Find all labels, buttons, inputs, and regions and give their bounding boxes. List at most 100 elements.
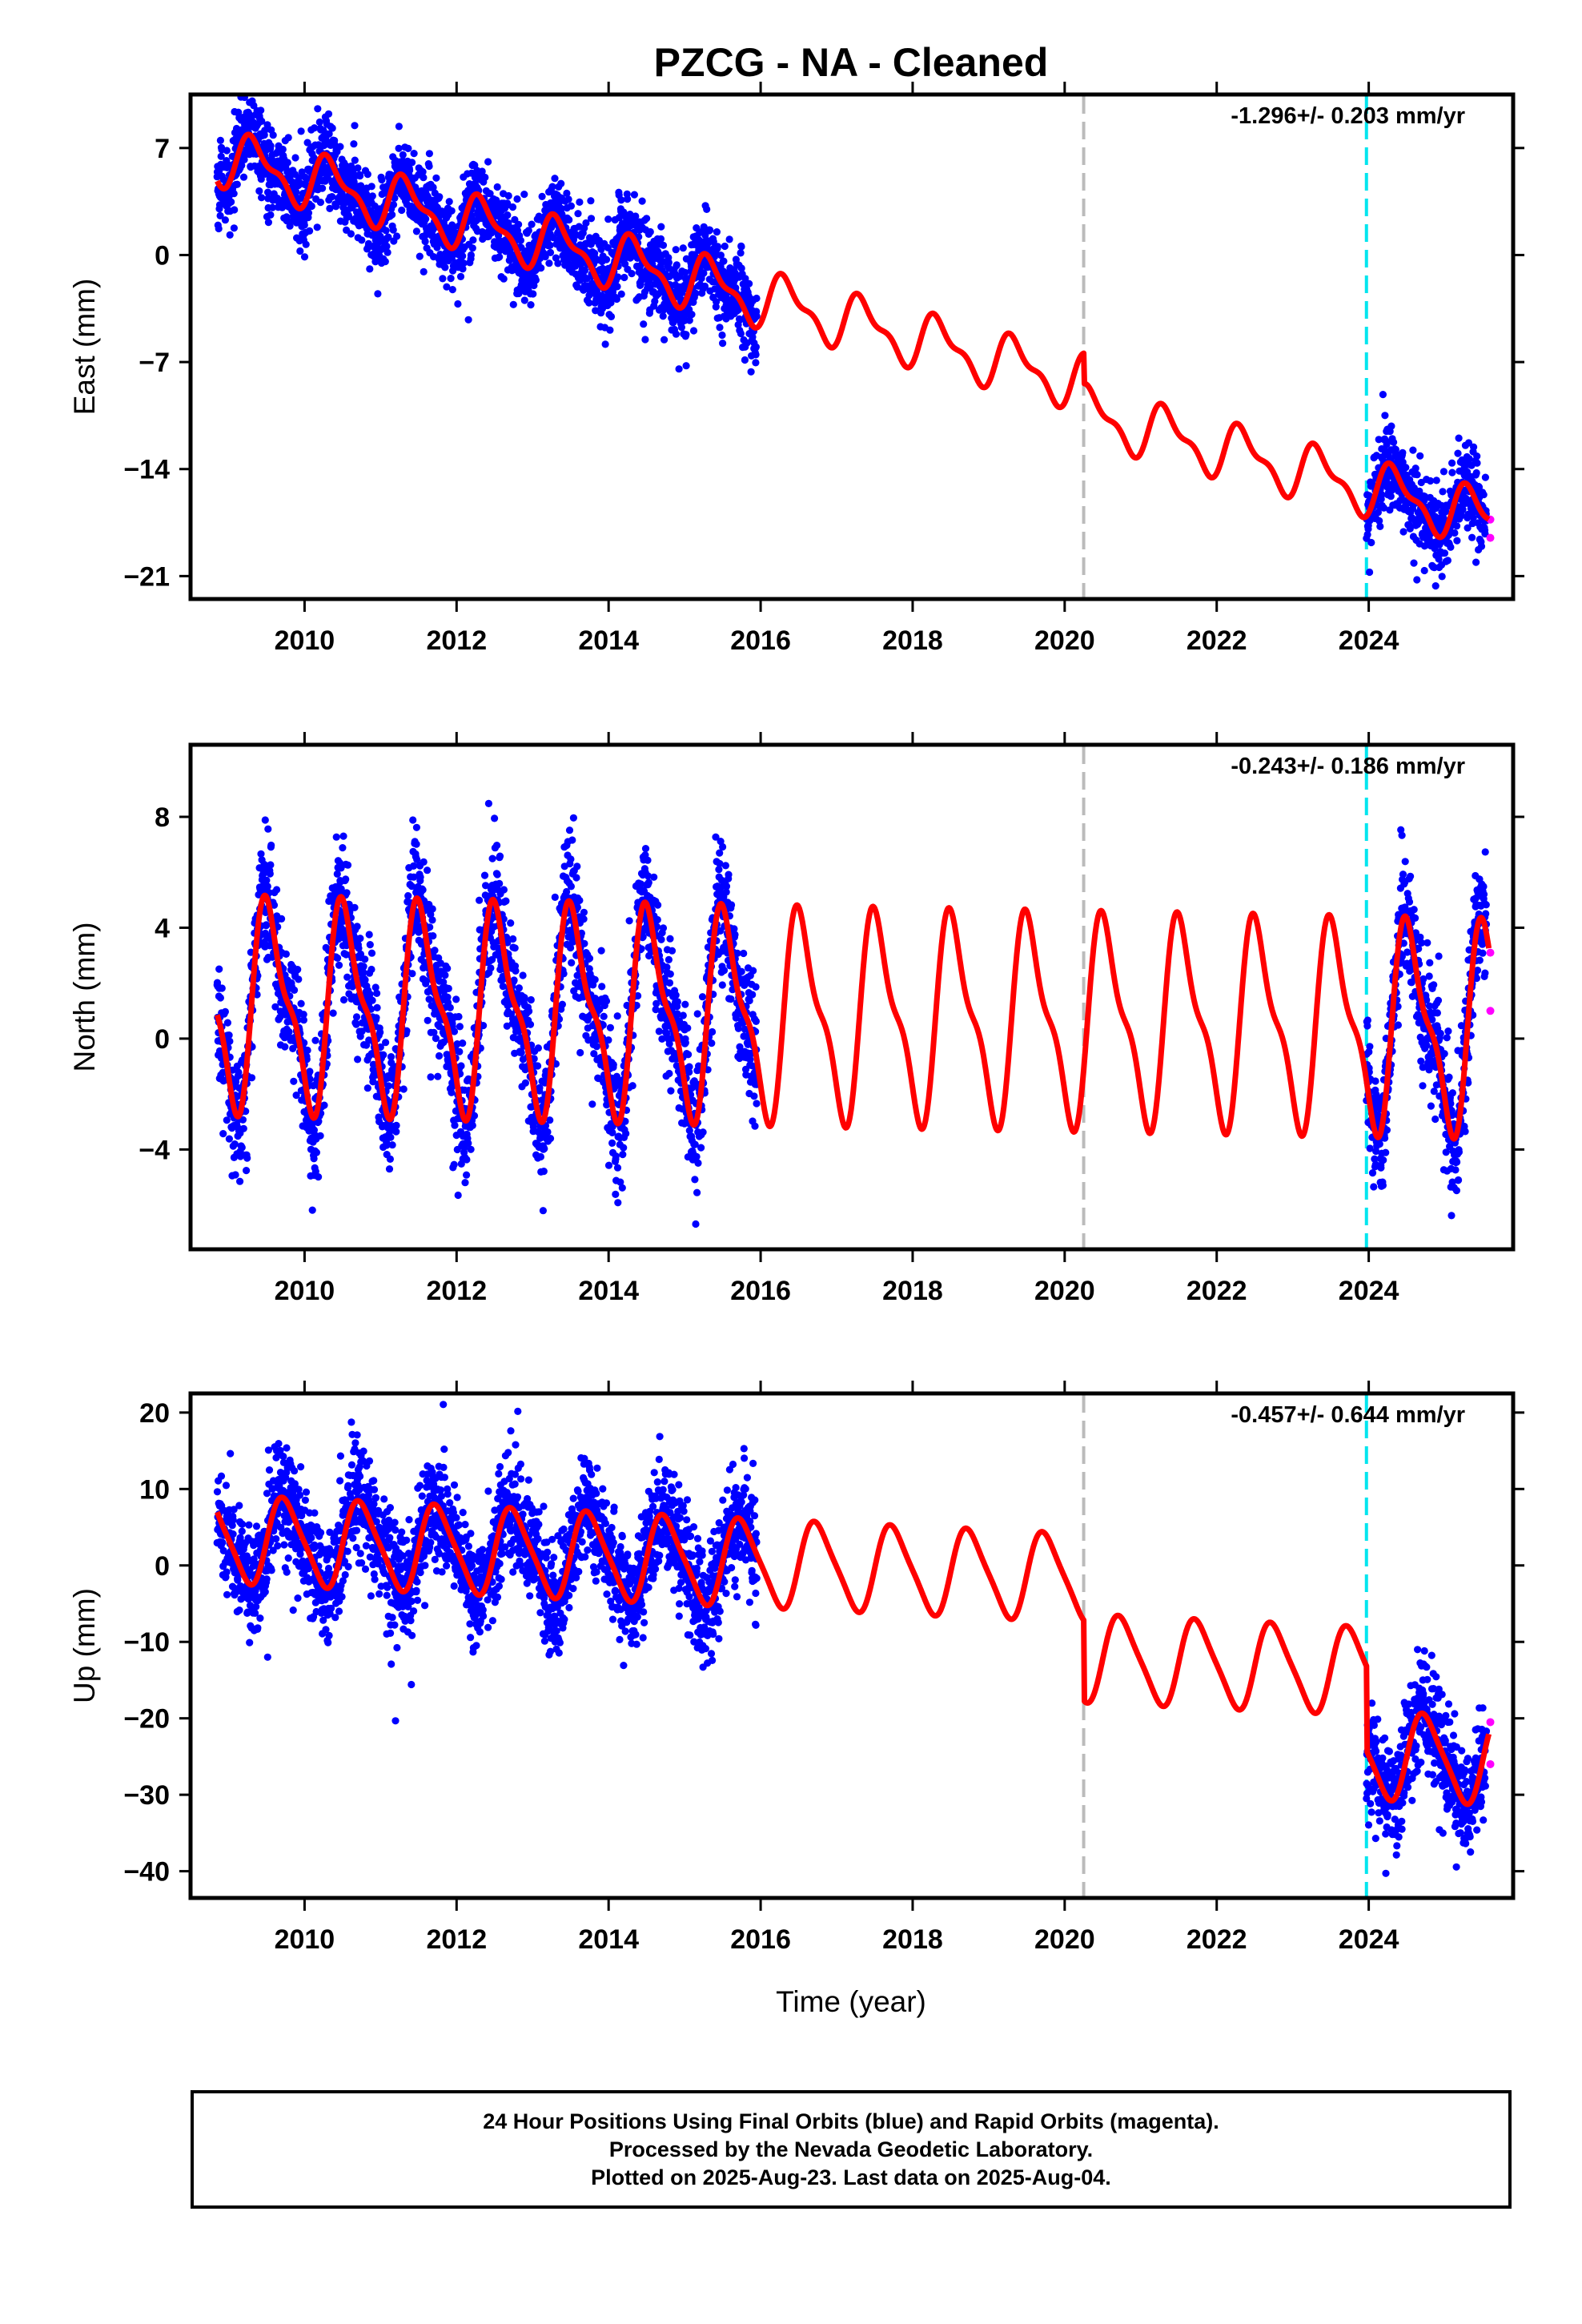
data-point — [1409, 446, 1417, 454]
data-point — [504, 211, 512, 219]
data-point — [719, 340, 727, 348]
data-point — [436, 251, 444, 259]
data-point — [448, 286, 456, 294]
data-point — [297, 127, 305, 135]
data-point — [278, 915, 286, 923]
data-point — [261, 127, 269, 135]
data-point — [461, 1179, 469, 1187]
data-point — [568, 959, 576, 967]
data-point — [1416, 452, 1424, 460]
data-point — [409, 816, 417, 824]
figure-title: PZCG - NA - Cleaned — [654, 40, 1049, 85]
data-point — [567, 855, 575, 863]
data-point — [376, 1028, 384, 1036]
data-point — [745, 279, 753, 287]
data-point — [400, 78, 407, 85]
data-point — [421, 237, 429, 246]
data-point — [608, 1139, 616, 1147]
data-point — [551, 893, 559, 901]
data-point — [264, 825, 272, 833]
y-tick-label: −14 — [123, 455, 170, 485]
data-point — [395, 123, 403, 131]
data-point — [536, 1152, 545, 1161]
data-point — [455, 1012, 463, 1021]
data-point — [282, 950, 290, 958]
data-point — [404, 892, 412, 900]
data-point — [324, 110, 333, 118]
data-point — [456, 272, 465, 280]
data-point — [492, 196, 500, 204]
data-point — [565, 826, 574, 834]
data-point — [267, 142, 275, 150]
data-point — [459, 1039, 467, 1047]
data-point — [231, 206, 239, 214]
data-point — [721, 242, 729, 251]
data-point — [657, 223, 665, 231]
data-point — [243, 1154, 251, 1162]
data-point — [1431, 582, 1439, 590]
data-point — [617, 290, 625, 298]
data-point — [614, 1199, 622, 1207]
data-point — [339, 832, 347, 840]
data-point — [325, 130, 333, 138]
data-point — [468, 244, 476, 252]
data-point — [223, 147, 231, 155]
data-point — [431, 947, 439, 955]
data-point — [720, 257, 728, 265]
data-point — [548, 183, 556, 191]
data-point — [303, 139, 311, 147]
data-point — [540, 1168, 548, 1176]
data-point — [1448, 468, 1456, 476]
data-point — [269, 131, 277, 139]
data-point — [408, 159, 416, 167]
data-point — [640, 320, 648, 328]
data-point — [1472, 558, 1480, 566]
data-point — [267, 211, 275, 219]
data-point — [239, 82, 246, 89]
data-point — [464, 316, 472, 324]
data-point — [286, 222, 294, 230]
data-point — [706, 226, 714, 234]
data-point — [368, 192, 376, 200]
x-tick-label: 2022 — [1186, 625, 1247, 656]
data-point — [509, 935, 517, 943]
data-point — [268, 203, 276, 211]
data-point — [387, 1133, 395, 1141]
data-point — [641, 336, 649, 344]
data-point — [235, 108, 243, 116]
data-point — [343, 889, 351, 897]
data-point — [217, 152, 225, 160]
data-point — [266, 870, 274, 878]
data-point — [688, 311, 696, 319]
data-point — [484, 158, 492, 166]
data-point — [504, 191, 512, 200]
data-point — [361, 955, 369, 963]
data-point — [539, 1207, 548, 1215]
data-point — [525, 1007, 533, 1015]
data-point — [291, 986, 299, 994]
data-point — [219, 1130, 227, 1138]
data-point — [604, 215, 612, 223]
data-point — [258, 194, 266, 202]
data-point — [1438, 573, 1446, 581]
data-point — [1399, 448, 1407, 456]
data-point — [1473, 452, 1481, 460]
data-point — [1453, 537, 1461, 545]
data-point — [613, 283, 621, 291]
rate-label: -1.296+/- 0.203 mm/yr — [1231, 103, 1465, 129]
data-point — [300, 221, 308, 229]
x-tick-label: 2016 — [730, 625, 791, 656]
x-tick-label: 2018 — [882, 625, 943, 656]
data-point — [310, 154, 318, 162]
data-point — [1367, 538, 1375, 547]
data-point — [384, 233, 392, 241]
data-point — [389, 201, 398, 209]
data-point — [507, 919, 515, 927]
data-point — [366, 941, 374, 949]
data-point — [1390, 438, 1398, 446]
data-point — [296, 247, 304, 255]
data-point — [737, 249, 745, 257]
data-point — [335, 961, 343, 969]
data-point — [1472, 468, 1480, 477]
data-point — [1381, 412, 1389, 420]
